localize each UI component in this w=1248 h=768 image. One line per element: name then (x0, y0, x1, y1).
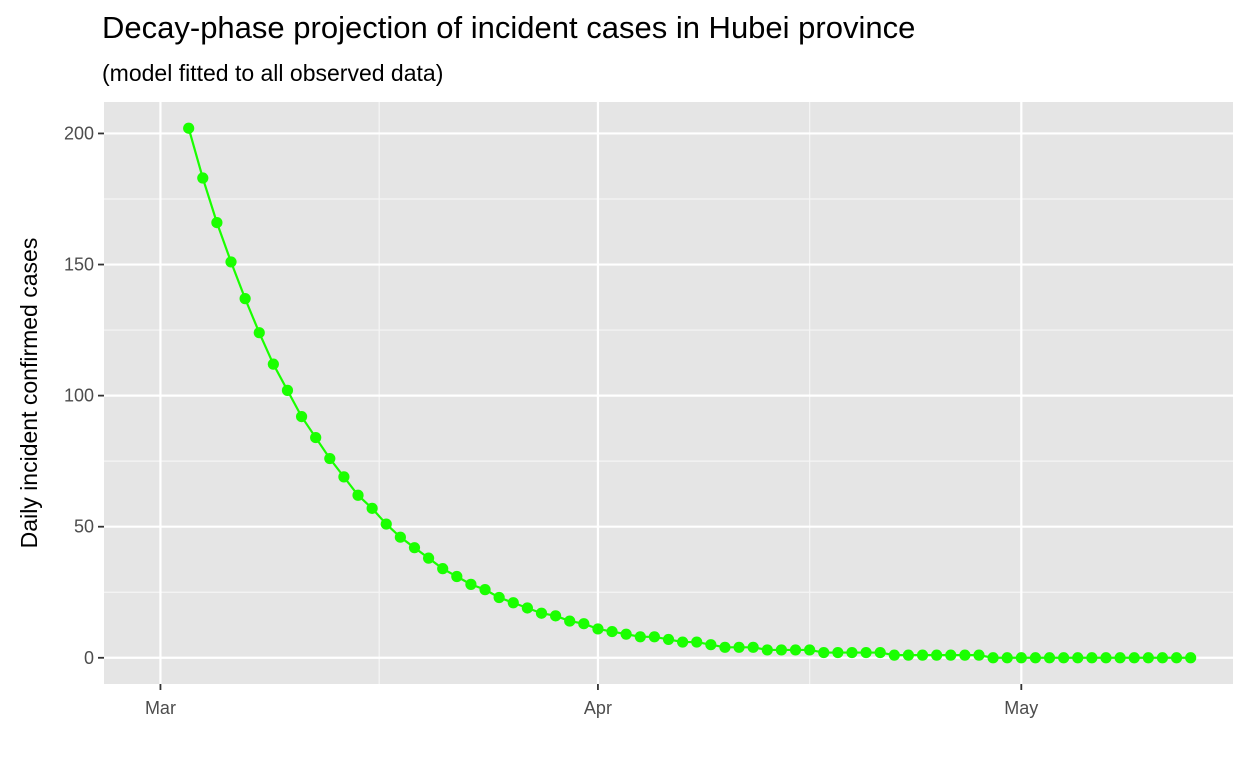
data-point (606, 625, 618, 638)
data-point (916, 649, 929, 661)
series-layer (183, 122, 1197, 664)
data-point (1058, 652, 1070, 664)
data-point (775, 644, 788, 656)
data-point (846, 646, 858, 659)
data-point (564, 615, 576, 627)
data-point (408, 542, 421, 554)
data-point (1185, 652, 1197, 664)
data-point (324, 452, 336, 465)
data-point (1001, 652, 1013, 664)
data-point (592, 623, 604, 635)
data-point (959, 649, 971, 661)
data-point (422, 552, 435, 564)
data-point (507, 597, 519, 609)
data-point (239, 293, 251, 305)
y-tick-label: 150 (64, 255, 94, 275)
data-point (366, 502, 378, 514)
data-point (1072, 652, 1084, 664)
minor-gridlines (104, 102, 1233, 684)
data-point (1114, 652, 1126, 664)
data-point (620, 628, 632, 640)
data-point (183, 122, 195, 134)
data-point (888, 649, 900, 661)
data-point (747, 641, 759, 653)
data-point (295, 410, 308, 423)
data-point (860, 646, 872, 659)
data-point (493, 591, 505, 604)
data-point (733, 641, 745, 653)
data-point (437, 563, 449, 575)
chart-subtitle: (model fitted to all observed data) (102, 60, 444, 86)
data-point (267, 358, 279, 370)
data-point (705, 639, 717, 651)
data-point (662, 633, 675, 646)
data-point (1156, 652, 1169, 664)
data-point (832, 646, 844, 659)
data-point (225, 256, 237, 268)
data-point (338, 471, 350, 483)
data-point (719, 641, 731, 653)
data-point (987, 652, 999, 664)
data-point (973, 649, 985, 661)
data-point (1029, 652, 1042, 664)
y-tick-label: 50 (74, 517, 94, 537)
x-tick-label: Mar (145, 698, 176, 718)
data-point (394, 531, 406, 543)
data-point (818, 646, 830, 659)
x-tick-label: Apr (584, 698, 612, 718)
data-point (253, 327, 265, 339)
data-point (1043, 652, 1056, 664)
plot-panel (104, 102, 1233, 684)
data-point (677, 636, 689, 648)
data-point (578, 618, 590, 630)
data-point (634, 631, 646, 643)
data-point (931, 649, 943, 661)
data-point (479, 584, 491, 596)
y-tick-label: 0 (84, 648, 94, 668)
data-point (945, 649, 957, 661)
data-point (761, 644, 773, 656)
data-point (804, 644, 816, 656)
data-point (465, 578, 477, 590)
data-point (1100, 652, 1112, 664)
axes: 0 50 100 150 200 Mar Apr May (64, 123, 1038, 718)
chart-title: Decay-phase projection of incident cases… (102, 10, 916, 45)
data-point (451, 570, 463, 583)
x-tick-label: May (1004, 698, 1038, 718)
data-point (352, 489, 364, 501)
data-point (1170, 652, 1183, 664)
data-point (211, 216, 223, 229)
data-point (1086, 652, 1098, 664)
data-point (281, 384, 294, 396)
y-tick-label: 200 (64, 123, 94, 143)
data-point (380, 518, 392, 530)
data-point (521, 602, 533, 614)
data-point (648, 631, 660, 643)
data-point (902, 649, 915, 661)
data-point (1128, 652, 1140, 664)
y-axis-title: Daily incident confirmed cases (16, 238, 42, 549)
data-point (789, 644, 802, 656)
data-point (310, 431, 322, 444)
data-point (1142, 652, 1154, 664)
data-point (197, 172, 209, 184)
data-point (691, 636, 703, 648)
data-point (535, 607, 548, 619)
data-point (550, 610, 562, 622)
y-tick-label: 100 (64, 386, 94, 406)
data-point (874, 646, 886, 659)
data-point (1015, 652, 1027, 664)
